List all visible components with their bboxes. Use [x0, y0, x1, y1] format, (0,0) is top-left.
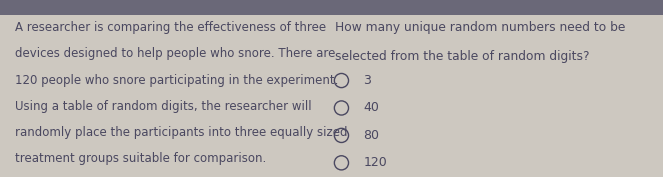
Text: 80: 80 — [363, 129, 379, 142]
Text: selected from the table of random digits?: selected from the table of random digits… — [335, 50, 589, 62]
Text: randomly place the participants into three equally sized: randomly place the participants into thr… — [15, 126, 347, 139]
Text: 120 people who snore participating in the experiment.: 120 people who snore participating in th… — [15, 74, 338, 87]
Text: devices designed to help people who snore. There are: devices designed to help people who snor… — [15, 47, 335, 60]
Text: 3: 3 — [363, 74, 371, 87]
Text: How many unique random numbers need to be: How many unique random numbers need to b… — [335, 21, 625, 34]
Text: 40: 40 — [363, 101, 379, 115]
FancyBboxPatch shape — [0, 0, 663, 15]
Text: treatment groups suitable for comparison.: treatment groups suitable for comparison… — [15, 152, 266, 165]
Text: A researcher is comparing the effectiveness of three: A researcher is comparing the effectiven… — [15, 21, 326, 34]
Text: Using a table of random digits, the researcher will: Using a table of random digits, the rese… — [15, 100, 311, 113]
Text: 120: 120 — [363, 156, 387, 169]
